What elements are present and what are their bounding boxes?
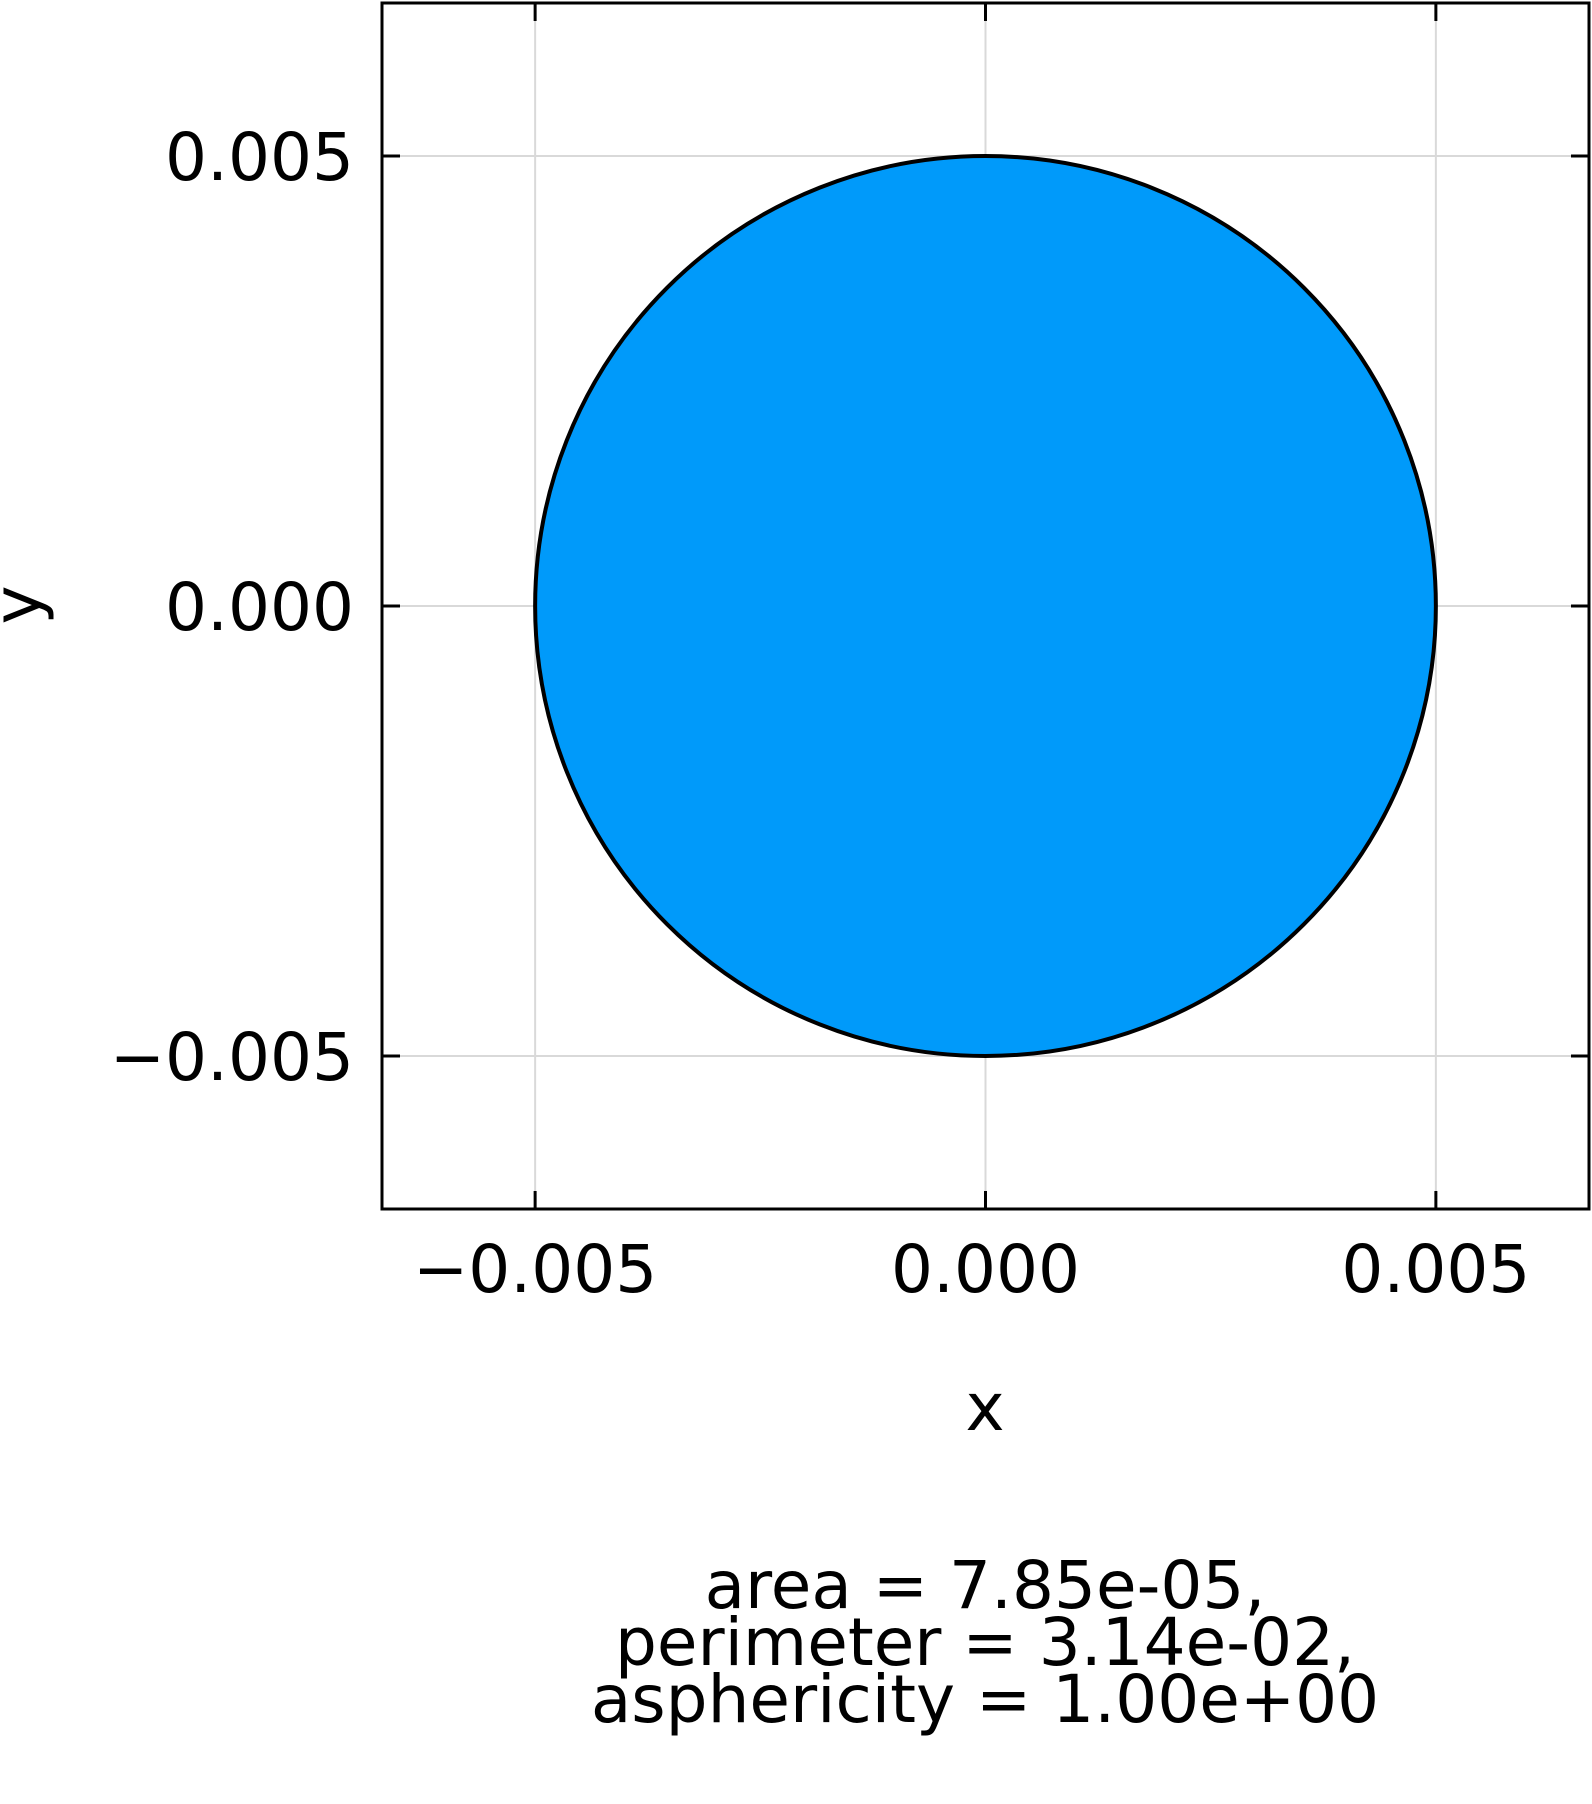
shape-layer	[533, 154, 1438, 1058]
x-axis-label: x	[965, 1369, 1004, 1446]
annotation-perimeter: perimeter = 3.14e-02,	[615, 1604, 1355, 1681]
y-tick-label: 0.005	[165, 119, 354, 196]
y-axis-label: y	[0, 585, 56, 624]
y-tick-label: −0.005	[110, 1019, 354, 1096]
circle-shape	[533, 154, 1438, 1058]
shape-metrics-annotation: area = 7.85e-05, perimeter = 3.14e-02, a…	[591, 1547, 1379, 1738]
tick-marks	[382, 3, 1589, 1209]
annotation-area: area = 7.85e-05,	[705, 1547, 1266, 1624]
x-tick-labels: −0.005 0.000 0.005	[413, 1231, 1530, 1308]
y-tick-label: 0.000	[165, 569, 354, 646]
annotation-asphericity: asphericity = 1.00e+00	[591, 1661, 1379, 1738]
x-tick-label: 0.000	[891, 1231, 1080, 1308]
y-tick-labels: −0.005 0.000 0.005	[110, 119, 354, 1096]
x-tick-label: −0.005	[413, 1231, 657, 1308]
x-tick-label: 0.005	[1341, 1231, 1530, 1308]
